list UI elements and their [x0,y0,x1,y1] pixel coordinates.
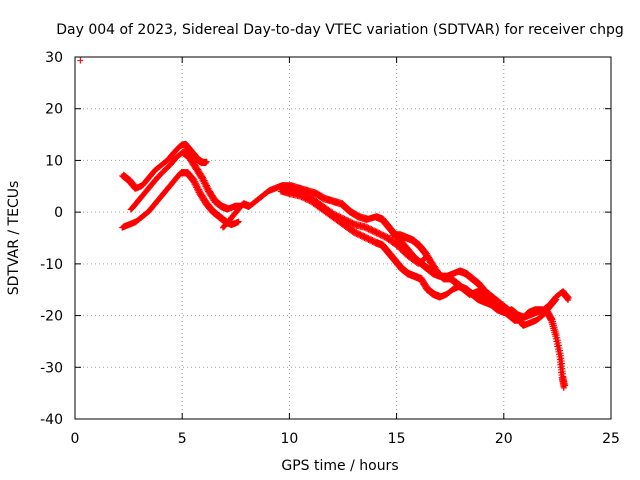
x-tick-label: 5 [178,431,187,447]
x-axis-label: GPS time / hours [281,458,398,474]
data-point [565,297,572,304]
y-tick-label: 10 [45,153,63,169]
data-point [560,384,567,391]
tick-labels: 0 5 10 15 20 25 30 20 10 0 -10 -20 -30 -40 [40,50,620,447]
y-tick-label: -30 [40,360,63,376]
data-point [202,160,209,167]
y-tick-label: -40 [40,412,63,428]
data-point [552,297,559,304]
data-point [553,296,560,303]
y-tick-label: 0 [54,205,63,221]
grid [75,57,611,419]
y-tick-label: -10 [40,257,63,273]
y-tick-label: 30 [45,50,63,66]
data-points [77,57,572,391]
y-tick-label: 20 [45,102,63,118]
chart-title: Day 004 of 2023, Sidereal Day-to-day VTE… [56,22,624,38]
plot-frame [74,56,612,420]
x-tick-label: 15 [388,431,406,447]
y-tick-label: -20 [40,309,63,325]
x-tick-label: 25 [602,431,620,447]
data-point [234,219,241,226]
x-tick-label: 10 [280,431,298,447]
y-axis-label: SDTVAR / TECUs [6,181,22,296]
x-tick-label: 0 [71,431,80,447]
data-point [77,57,84,64]
data-point [203,158,210,165]
x-tick-label: 20 [495,431,513,447]
data-point [235,218,242,225]
axes-ticks [74,56,612,420]
